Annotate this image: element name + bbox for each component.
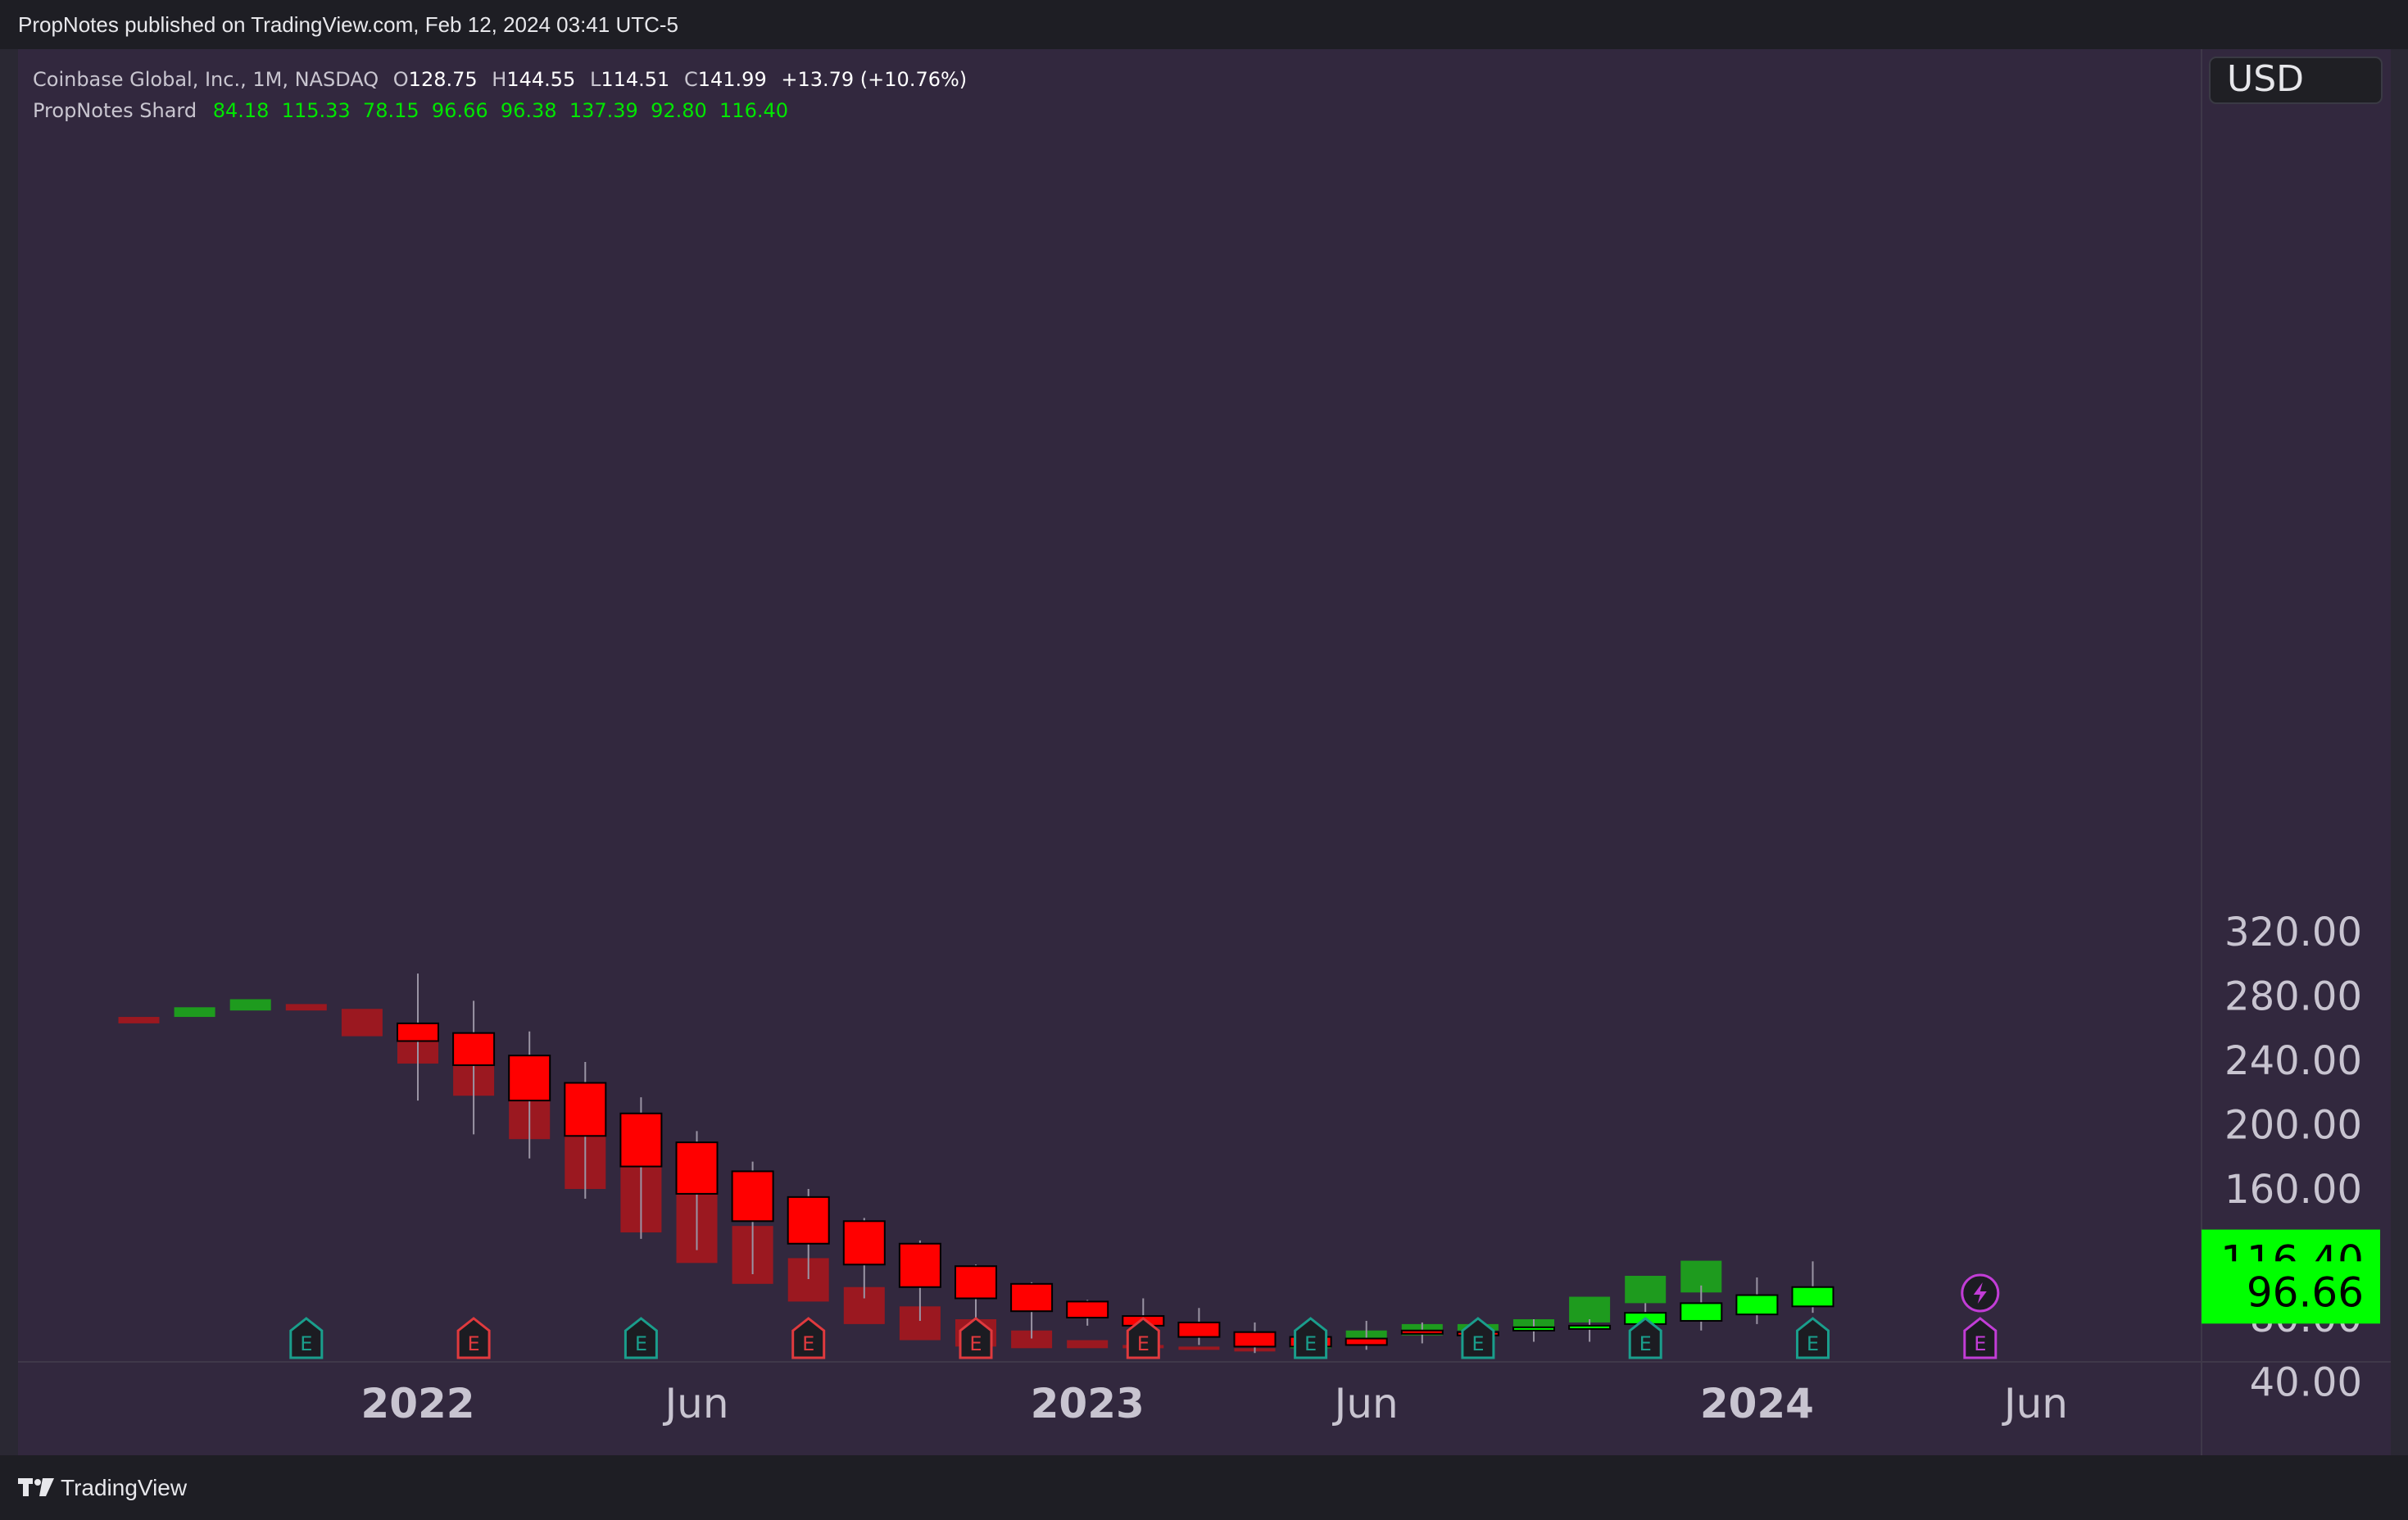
earnings-marker [1461, 1317, 1495, 1359]
indicator-legend-row: PropNotes Shard 84.18 115.33 78.15 96.66… [33, 95, 967, 126]
shard-bar [1178, 1346, 1220, 1350]
candle-body [508, 1055, 551, 1102]
y-tick-label: 240.00 [2224, 1038, 2362, 1084]
candle-body [1233, 1331, 1277, 1348]
candle-body [675, 1141, 719, 1195]
close-label: C [683, 68, 698, 91]
symbol-legend-row: Coinbase Global, Inc., 1M, NASDAQ O128.7… [33, 64, 967, 95]
low-label: L [589, 68, 601, 91]
lightning-bolt [1973, 1282, 1987, 1304]
earnings-marker [1294, 1317, 1328, 1359]
symbol-name[interactable]: Coinbase Global, Inc., 1M, NASDAQ [33, 68, 379, 91]
candle-body [1791, 1286, 1834, 1308]
y-tick-label: 280.00 [2224, 974, 2362, 1020]
candle-body [452, 1032, 496, 1066]
earnings-marker [959, 1317, 993, 1359]
x-axis-ticks: 2022 Jun 2023 Jun 2024 Jun [361, 1380, 2068, 1427]
price-label-box [2202, 1261, 2380, 1324]
candle-body [1066, 1300, 1109, 1319]
earnings-marker-label: E [1137, 1332, 1150, 1355]
shard-bar [118, 1017, 160, 1023]
earnings-marker-label: E [1639, 1332, 1652, 1355]
x-tick-label: 2022 [361, 1380, 474, 1427]
tradingview-brand: TradingView [61, 1475, 188, 1500]
tradingview-logo-icon [18, 1478, 54, 1496]
earnings-marker-label: E [969, 1332, 982, 1355]
y-tick-label: 200.00 [2224, 1103, 2362, 1149]
shard-bar [229, 999, 271, 1011]
candle-body [787, 1196, 830, 1245]
tradingview-logo[interactable]: TradingView [18, 1475, 187, 1501]
candle-body [619, 1112, 663, 1168]
earnings-marker-label: E [1472, 1332, 1484, 1355]
earnings-marker-label: E [468, 1332, 480, 1355]
earnings-marker [456, 1317, 491, 1359]
top-bar: PropNotes published on TradingView.com, … [0, 0, 2408, 49]
shard-bar [1011, 1330, 1053, 1349]
candle-body [1010, 1282, 1054, 1313]
change-value: +13.79 (+10.76%) [781, 68, 968, 91]
indicator-name[interactable]: PropNotes Shard [33, 99, 197, 122]
x-tick-label: 2024 [1700, 1380, 1814, 1427]
chart-legend: Coinbase Global, Inc., 1M, NASDAQ O128.7… [33, 64, 967, 126]
currency-label: USD [2227, 58, 2304, 100]
earnings-marker-label: E [300, 1332, 312, 1355]
x-tick-label: Jun [662, 1380, 728, 1427]
shard-bar [174, 1007, 215, 1018]
earnings-marker-label: E [802, 1332, 814, 1355]
earnings-marker-label: E [1304, 1332, 1317, 1355]
shard-bar [1625, 1276, 1667, 1304]
publish-info: PropNotes published on TradingView.com, … [18, 12, 678, 37]
earnings-marker [289, 1317, 324, 1359]
earnings-marker-label: E [1807, 1332, 1819, 1355]
earnings-marker [791, 1317, 826, 1359]
x-tick-label: Jun [2002, 1380, 2068, 1427]
candle-series [397, 973, 1834, 1354]
earnings-marker [1126, 1317, 1160, 1359]
price-label-text: 96.66 [2247, 1268, 2364, 1316]
candle-body [1512, 1326, 1555, 1332]
candle-body [898, 1242, 941, 1288]
shard-bar [285, 1004, 327, 1011]
earnings-marker [1628, 1317, 1662, 1359]
candle-body [955, 1265, 997, 1300]
shard-bar [1569, 1296, 1611, 1323]
open-value: 128.75 [408, 68, 478, 91]
currency-box[interactable] [2209, 57, 2383, 104]
y-tick-label: 160.00 [2224, 1167, 2362, 1213]
candle-body [397, 1022, 439, 1042]
x-tick-label: Jun [1332, 1380, 1399, 1427]
low-value: 114.51 [601, 68, 670, 91]
candle-body [564, 1082, 607, 1137]
earnings-marker [1796, 1317, 1830, 1359]
earnings-marker [624, 1317, 658, 1359]
candle-body [1735, 1294, 1779, 1316]
earnings-marker-label: E [1974, 1332, 1986, 1355]
candle-body [1400, 1329, 1444, 1335]
high-label: H [492, 68, 507, 91]
high-value: 144.55 [506, 68, 576, 91]
candle-body [1568, 1324, 1612, 1330]
open-label: O [392, 68, 409, 91]
shard-bar [341, 1009, 383, 1037]
y-tick-label: 320.00 [2224, 910, 2362, 955]
bottom-bar [0, 1455, 2408, 1520]
candle-body [731, 1170, 774, 1223]
candle-body [842, 1220, 886, 1266]
indicator-values: 84.18 115.33 78.15 96.66 96.38 137.39 92… [212, 99, 789, 122]
y-tick-label: 40.00 [2250, 1360, 2362, 1406]
earnings-marker [1963, 1317, 1998, 1359]
close-value: 141.99 [697, 68, 767, 91]
shard-bar [1067, 1340, 1109, 1349]
candle-body [1345, 1337, 1388, 1346]
x-tick-label: 2023 [1031, 1380, 1145, 1427]
candle-body [1177, 1321, 1221, 1338]
chart-area[interactable] [18, 49, 2391, 1455]
candle-body [1680, 1302, 1723, 1322]
earnings-marker-label: E [635, 1332, 647, 1355]
